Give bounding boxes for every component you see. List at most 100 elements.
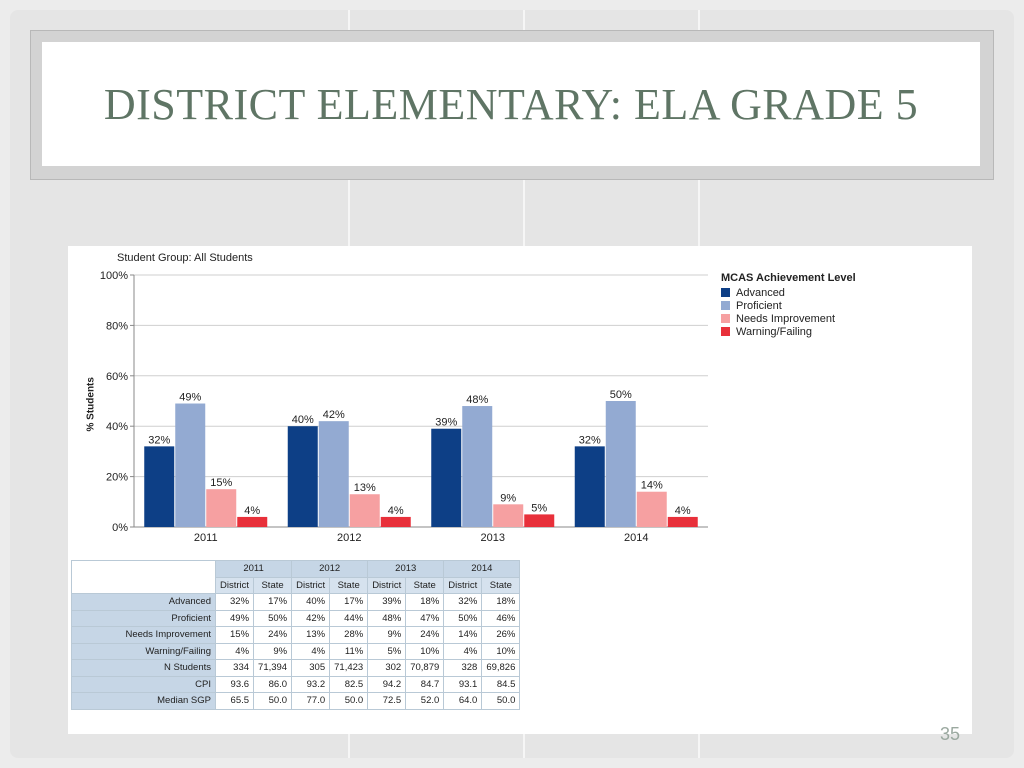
legend-entry: Warning/Failing [721, 325, 856, 338]
table-cell: 72.5 [367, 692, 407, 710]
table-cell: 69,826 [481, 659, 521, 677]
table-cell: 77.0 [291, 692, 331, 710]
table-subheader: State [481, 576, 521, 594]
table-subheader: State [329, 576, 369, 594]
data-label: 50% [610, 389, 632, 401]
table-row: N Students 334 71,394 305 71,423 302 70,879 328… [71, 659, 521, 677]
table-year-header: 2011 [214, 560, 293, 578]
data-label: 48% [466, 394, 488, 406]
legend-label: Warning/Failing [736, 325, 813, 338]
bar [237, 516, 268, 527]
table-cell: 14% [443, 626, 483, 644]
data-label: 40% [292, 414, 314, 426]
table-cell: 84.7 [405, 675, 445, 693]
table-cell: 52.0 [405, 692, 445, 710]
table-cell: 50.0 [253, 692, 293, 710]
table-row: CPI 93.6 86.0 93.2 82.5 94.2 84.7 93.1 84.5 [71, 675, 521, 693]
chart-subtitle: Student Group: All Students [117, 252, 253, 264]
table-row-label: Median SGP [71, 692, 216, 710]
legend-label: Advanced [736, 286, 785, 299]
legend-entry: Needs Improvement [721, 312, 856, 325]
table-cell: 50% [443, 609, 483, 627]
bar [667, 516, 698, 527]
bar [636, 491, 667, 527]
bar [462, 406, 493, 527]
table-subheader: District [367, 576, 407, 594]
legend-label: Needs Improvement [736, 312, 836, 325]
table-cell: 84.5 [481, 675, 521, 693]
bar [206, 489, 237, 527]
table-row-label: Proficient [71, 609, 216, 627]
data-label: 39% [435, 417, 457, 429]
data-label: 14% [641, 480, 663, 492]
table-cell: 328 [443, 659, 483, 677]
y-tick-label: 100% [100, 270, 128, 282]
table-subheader: State [253, 576, 293, 594]
bar-chart: 0% 20% 40% 60% 80% 100% 2011 32% 49% 15% 4% 2012 40%… [100, 270, 708, 544]
table-cell: 47% [405, 609, 445, 627]
table-cell: 4% [214, 642, 255, 660]
table-subheader: District [443, 576, 483, 594]
bar [493, 504, 524, 527]
table-cell: 82.5 [329, 675, 369, 693]
legend-swatch [721, 314, 730, 323]
y-tick-label: 0% [112, 522, 128, 534]
table-cell: 10% [481, 642, 521, 660]
table-subheader-row: District State District State District State D… [72, 576, 521, 594]
bar [431, 428, 462, 527]
table-cell: 305 [291, 659, 331, 677]
x-tick-label: 2013 [481, 532, 505, 544]
table-corner-cell [71, 560, 216, 594]
data-label: 42% [323, 409, 345, 421]
table-cell: 46% [481, 609, 521, 627]
table-cell: 50% [253, 609, 293, 627]
table-cell: 71,394 [253, 659, 293, 677]
table-cell: 17% [329, 593, 369, 611]
table-cell: 50.0 [481, 692, 521, 710]
table-year-header: 2014 [443, 560, 521, 578]
bar [144, 446, 175, 527]
bar [318, 421, 349, 527]
table-cell: 93.6 [214, 675, 255, 693]
table-cell: 93.1 [443, 675, 483, 693]
bar [605, 401, 636, 527]
slide-title: DISTRICT ELEMENTARY: ELA GRADE 5 [103, 79, 919, 129]
table-cell: 65.5 [214, 692, 255, 710]
data-label: 49% [179, 392, 201, 404]
table-cell: 28% [329, 626, 369, 644]
table-cell: 334 [214, 659, 255, 677]
table-row-label: Advanced [71, 593, 216, 611]
table-cell: 39% [367, 593, 407, 611]
bar [524, 514, 555, 527]
data-label: 32% [148, 434, 170, 446]
table-cell: 9% [367, 626, 407, 644]
table-cell: 5% [367, 642, 407, 660]
table-subheader: District [291, 576, 331, 594]
x-tick-label: 2014 [624, 532, 648, 544]
data-label: 4% [388, 505, 404, 517]
table-cell: 10% [405, 642, 445, 660]
table-cell: 17% [253, 593, 293, 611]
data-label: 5% [531, 502, 547, 514]
table-row: Warning/Failing 4% 9% 4% 11% 5% 10% 4% 10% [71, 642, 521, 660]
table-cell: 64.0 [443, 692, 483, 710]
table-subheader: District [214, 576, 255, 594]
table-cell: 32% [214, 593, 255, 611]
table-cell: 49% [214, 609, 255, 627]
data-label: 13% [354, 482, 376, 494]
y-tick-label: 40% [106, 421, 128, 433]
table-cell: 94.2 [367, 675, 407, 693]
table-cell: 11% [329, 642, 369, 660]
data-label: 4% [244, 505, 260, 517]
table-header-row: 2011 2012 2013 2014 [71, 560, 521, 594]
data-table: 2011 2012 2013 2014 District State District Sta… [71, 560, 521, 710]
legend-entry: Advanced [721, 286, 856, 299]
bar [287, 426, 318, 527]
table-cell: 71,423 [329, 659, 369, 677]
table-row-label: CPI [71, 675, 216, 693]
table-cell: 93.2 [291, 675, 331, 693]
table-cell: 302 [367, 659, 407, 677]
table-year-header: 2012 [291, 560, 369, 578]
table-cell: 40% [291, 593, 331, 611]
bar [349, 494, 380, 527]
